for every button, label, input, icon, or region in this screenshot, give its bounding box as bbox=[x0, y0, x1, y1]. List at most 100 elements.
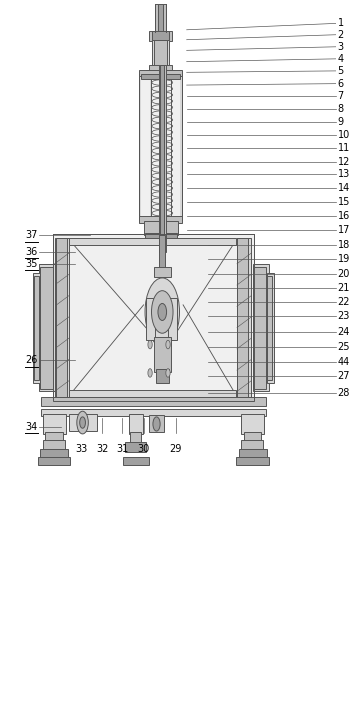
Bar bbox=[53, 234, 254, 401]
Bar bbox=[171, 74, 182, 220]
Bar bbox=[253, 264, 269, 391]
Text: 25: 25 bbox=[337, 342, 350, 352]
Bar bbox=[40, 267, 53, 389]
Bar bbox=[152, 31, 169, 41]
Bar bbox=[145, 233, 177, 238]
Text: 21: 21 bbox=[337, 283, 350, 293]
Text: 32: 32 bbox=[96, 444, 108, 454]
Circle shape bbox=[148, 340, 152, 349]
Bar bbox=[152, 40, 169, 67]
Bar bbox=[267, 276, 272, 380]
Bar bbox=[171, 74, 182, 220]
Bar bbox=[40, 449, 68, 457]
Bar bbox=[139, 216, 182, 223]
Bar bbox=[146, 70, 174, 76]
Text: 23: 23 bbox=[337, 311, 350, 321]
Bar bbox=[139, 70, 182, 76]
Bar bbox=[69, 238, 236, 245]
Bar bbox=[144, 221, 178, 235]
Circle shape bbox=[77, 411, 88, 434]
Bar bbox=[139, 74, 151, 220]
Bar bbox=[139, 74, 151, 220]
Bar bbox=[237, 238, 248, 397]
Bar bbox=[39, 264, 55, 391]
Text: 13: 13 bbox=[337, 169, 350, 179]
Bar bbox=[41, 409, 266, 416]
Bar bbox=[241, 414, 264, 434]
Text: 12: 12 bbox=[337, 157, 350, 167]
Text: 10: 10 bbox=[337, 130, 350, 140]
Bar bbox=[149, 65, 172, 72]
Text: 24: 24 bbox=[337, 327, 350, 337]
Text: 20: 20 bbox=[337, 269, 350, 279]
Circle shape bbox=[158, 303, 167, 320]
Bar bbox=[151, 79, 174, 216]
Bar bbox=[123, 457, 149, 465]
Bar bbox=[156, 369, 169, 383]
Circle shape bbox=[148, 369, 152, 377]
Text: 7: 7 bbox=[337, 91, 344, 101]
Bar bbox=[159, 235, 165, 269]
Bar bbox=[154, 337, 171, 372]
Bar bbox=[45, 432, 63, 442]
Bar bbox=[34, 276, 39, 380]
Text: 36: 36 bbox=[26, 247, 38, 257]
Bar bbox=[149, 415, 164, 432]
Bar bbox=[43, 440, 65, 450]
Bar bbox=[159, 65, 166, 252]
Text: 14: 14 bbox=[337, 183, 350, 193]
Text: 34: 34 bbox=[26, 422, 38, 432]
Bar bbox=[171, 74, 180, 220]
Circle shape bbox=[166, 340, 170, 349]
Text: 16: 16 bbox=[337, 211, 350, 221]
Bar bbox=[38, 457, 70, 465]
Bar bbox=[253, 267, 266, 389]
Bar bbox=[146, 298, 155, 340]
Bar bbox=[130, 432, 141, 443]
Text: 26: 26 bbox=[26, 355, 38, 365]
Text: 31: 31 bbox=[116, 444, 128, 454]
Text: 4: 4 bbox=[337, 54, 344, 64]
Text: 2: 2 bbox=[337, 30, 344, 40]
Bar bbox=[69, 390, 236, 397]
Text: 19: 19 bbox=[337, 255, 350, 264]
Text: 1: 1 bbox=[337, 18, 344, 28]
Text: 22: 22 bbox=[337, 297, 350, 307]
Bar bbox=[141, 74, 150, 220]
Text: 17: 17 bbox=[337, 225, 350, 235]
Text: 11: 11 bbox=[337, 143, 350, 153]
Circle shape bbox=[153, 417, 160, 431]
Bar bbox=[160, 65, 164, 252]
Bar bbox=[239, 449, 267, 457]
Bar bbox=[154, 267, 171, 277]
Text: 28: 28 bbox=[337, 388, 350, 398]
Bar bbox=[69, 414, 97, 431]
Bar bbox=[168, 298, 177, 340]
Text: 30: 30 bbox=[137, 444, 150, 454]
Bar bbox=[41, 397, 266, 406]
Bar bbox=[43, 414, 66, 434]
Text: 18: 18 bbox=[337, 240, 350, 250]
Text: 3: 3 bbox=[337, 42, 344, 52]
Circle shape bbox=[80, 417, 85, 428]
Bar bbox=[141, 74, 180, 79]
Circle shape bbox=[151, 291, 173, 333]
Text: 15: 15 bbox=[337, 197, 350, 207]
Bar bbox=[267, 273, 274, 383]
Text: 29: 29 bbox=[170, 444, 182, 454]
Text: 9: 9 bbox=[337, 117, 344, 127]
Bar bbox=[244, 432, 261, 442]
Bar bbox=[236, 457, 269, 465]
Bar bbox=[56, 238, 67, 397]
Bar bbox=[154, 40, 167, 67]
Text: 33: 33 bbox=[76, 444, 88, 454]
Text: 44: 44 bbox=[337, 357, 350, 367]
Bar bbox=[237, 238, 251, 397]
Circle shape bbox=[166, 369, 170, 377]
Bar bbox=[158, 4, 163, 32]
Bar bbox=[149, 31, 172, 41]
Bar bbox=[125, 442, 146, 452]
Text: 6: 6 bbox=[337, 79, 344, 89]
Bar bbox=[155, 4, 166, 32]
Text: 5: 5 bbox=[337, 66, 344, 76]
